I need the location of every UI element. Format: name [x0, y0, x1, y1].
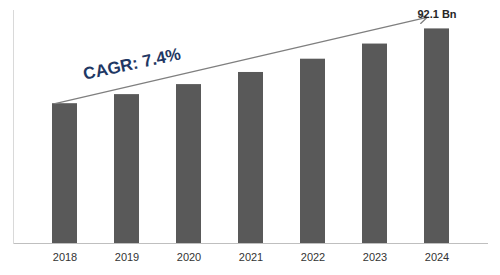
svg-text:2022: 2022: [301, 251, 325, 263]
svg-text:2024: 2024: [425, 251, 449, 263]
svg-text:2020: 2020: [177, 251, 201, 263]
svg-text:2021: 2021: [239, 251, 263, 263]
svg-text:2018: 2018: [53, 251, 77, 263]
svg-text:2019: 2019: [115, 251, 139, 263]
svg-text:2023: 2023: [363, 251, 387, 263]
svg-text:CAGR: 7.4%: CAGR: 7.4%: [82, 44, 183, 83]
svg-text:92.1 Bn: 92.1 Bn: [417, 8, 456, 20]
